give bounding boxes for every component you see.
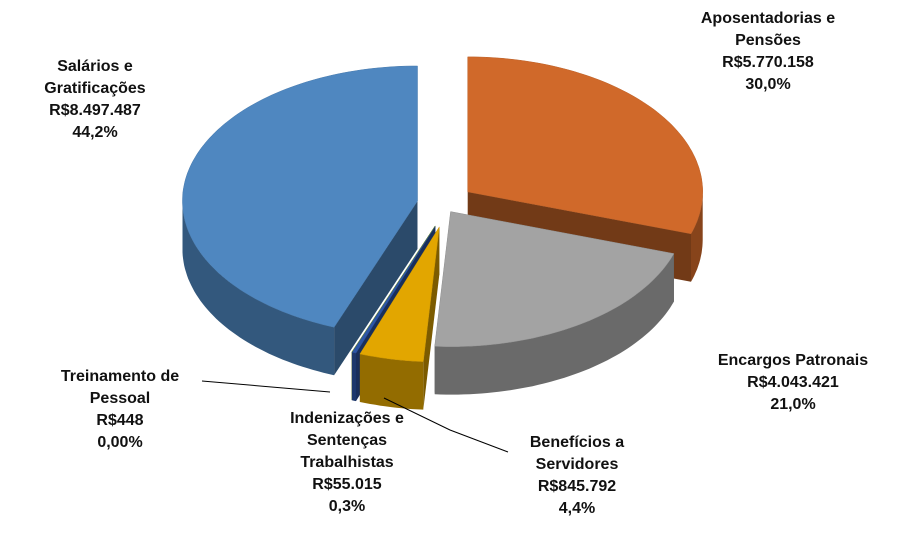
label-name: Salários e Gratificações <box>44 58 146 97</box>
data-label: Treinamento de Pessoal R$448 0,00% <box>30 366 210 454</box>
leader-line <box>383 397 509 453</box>
label-percent: 44,2% <box>72 124 118 141</box>
slice <box>351 225 436 353</box>
label-name: Treinamento de Pessoal <box>60 368 180 407</box>
label-percent: 0,3% <box>328 498 366 515</box>
slice-side <box>182 201 335 376</box>
label-value: R$55.015 <box>312 476 382 493</box>
slice-side <box>434 253 674 395</box>
leader-line <box>201 380 331 393</box>
label-name: Benefícios a Servidores <box>529 434 625 473</box>
data-label: Salários e Gratificações R$8.497.487 44,2% <box>20 56 170 144</box>
slice <box>434 211 675 347</box>
slice-sides <box>182 201 418 376</box>
slice <box>182 65 418 328</box>
label-name: Encargos Patronais <box>717 352 869 369</box>
slice <box>359 226 440 362</box>
label-value: R$845.792 <box>537 478 617 495</box>
slice-side <box>691 191 703 282</box>
slice-side <box>359 354 424 410</box>
label-name: Aposentadorias e Pensões <box>700 10 836 49</box>
label-name: Indenizações e Sentenças Trabalhistas <box>290 410 404 471</box>
data-label: Indenizações e Sentenças Trabalhistas R$5… <box>262 408 432 518</box>
label-value: R$8.497.487 <box>49 102 141 119</box>
label-value: R$448 <box>96 412 144 429</box>
label-percent: 21,0% <box>770 396 816 413</box>
slice <box>467 56 703 235</box>
data-label: Aposentadorias e Pensões R$5.770.158 30,0% <box>688 8 848 96</box>
label-value: R$4.043.421 <box>747 374 839 391</box>
data-label: Encargos Patronais R$4.043.421 21,0% <box>688 350 898 416</box>
slice-edge <box>334 201 418 376</box>
label-percent: 4,4% <box>558 500 596 517</box>
label-percent: 0,00% <box>97 434 143 451</box>
label-value: R$5.770.158 <box>722 54 814 71</box>
slice-side <box>352 352 356 402</box>
label-percent: 30,0% <box>745 76 791 93</box>
data-label: Benefícios a Servidores R$845.792 4,4% <box>492 432 662 520</box>
